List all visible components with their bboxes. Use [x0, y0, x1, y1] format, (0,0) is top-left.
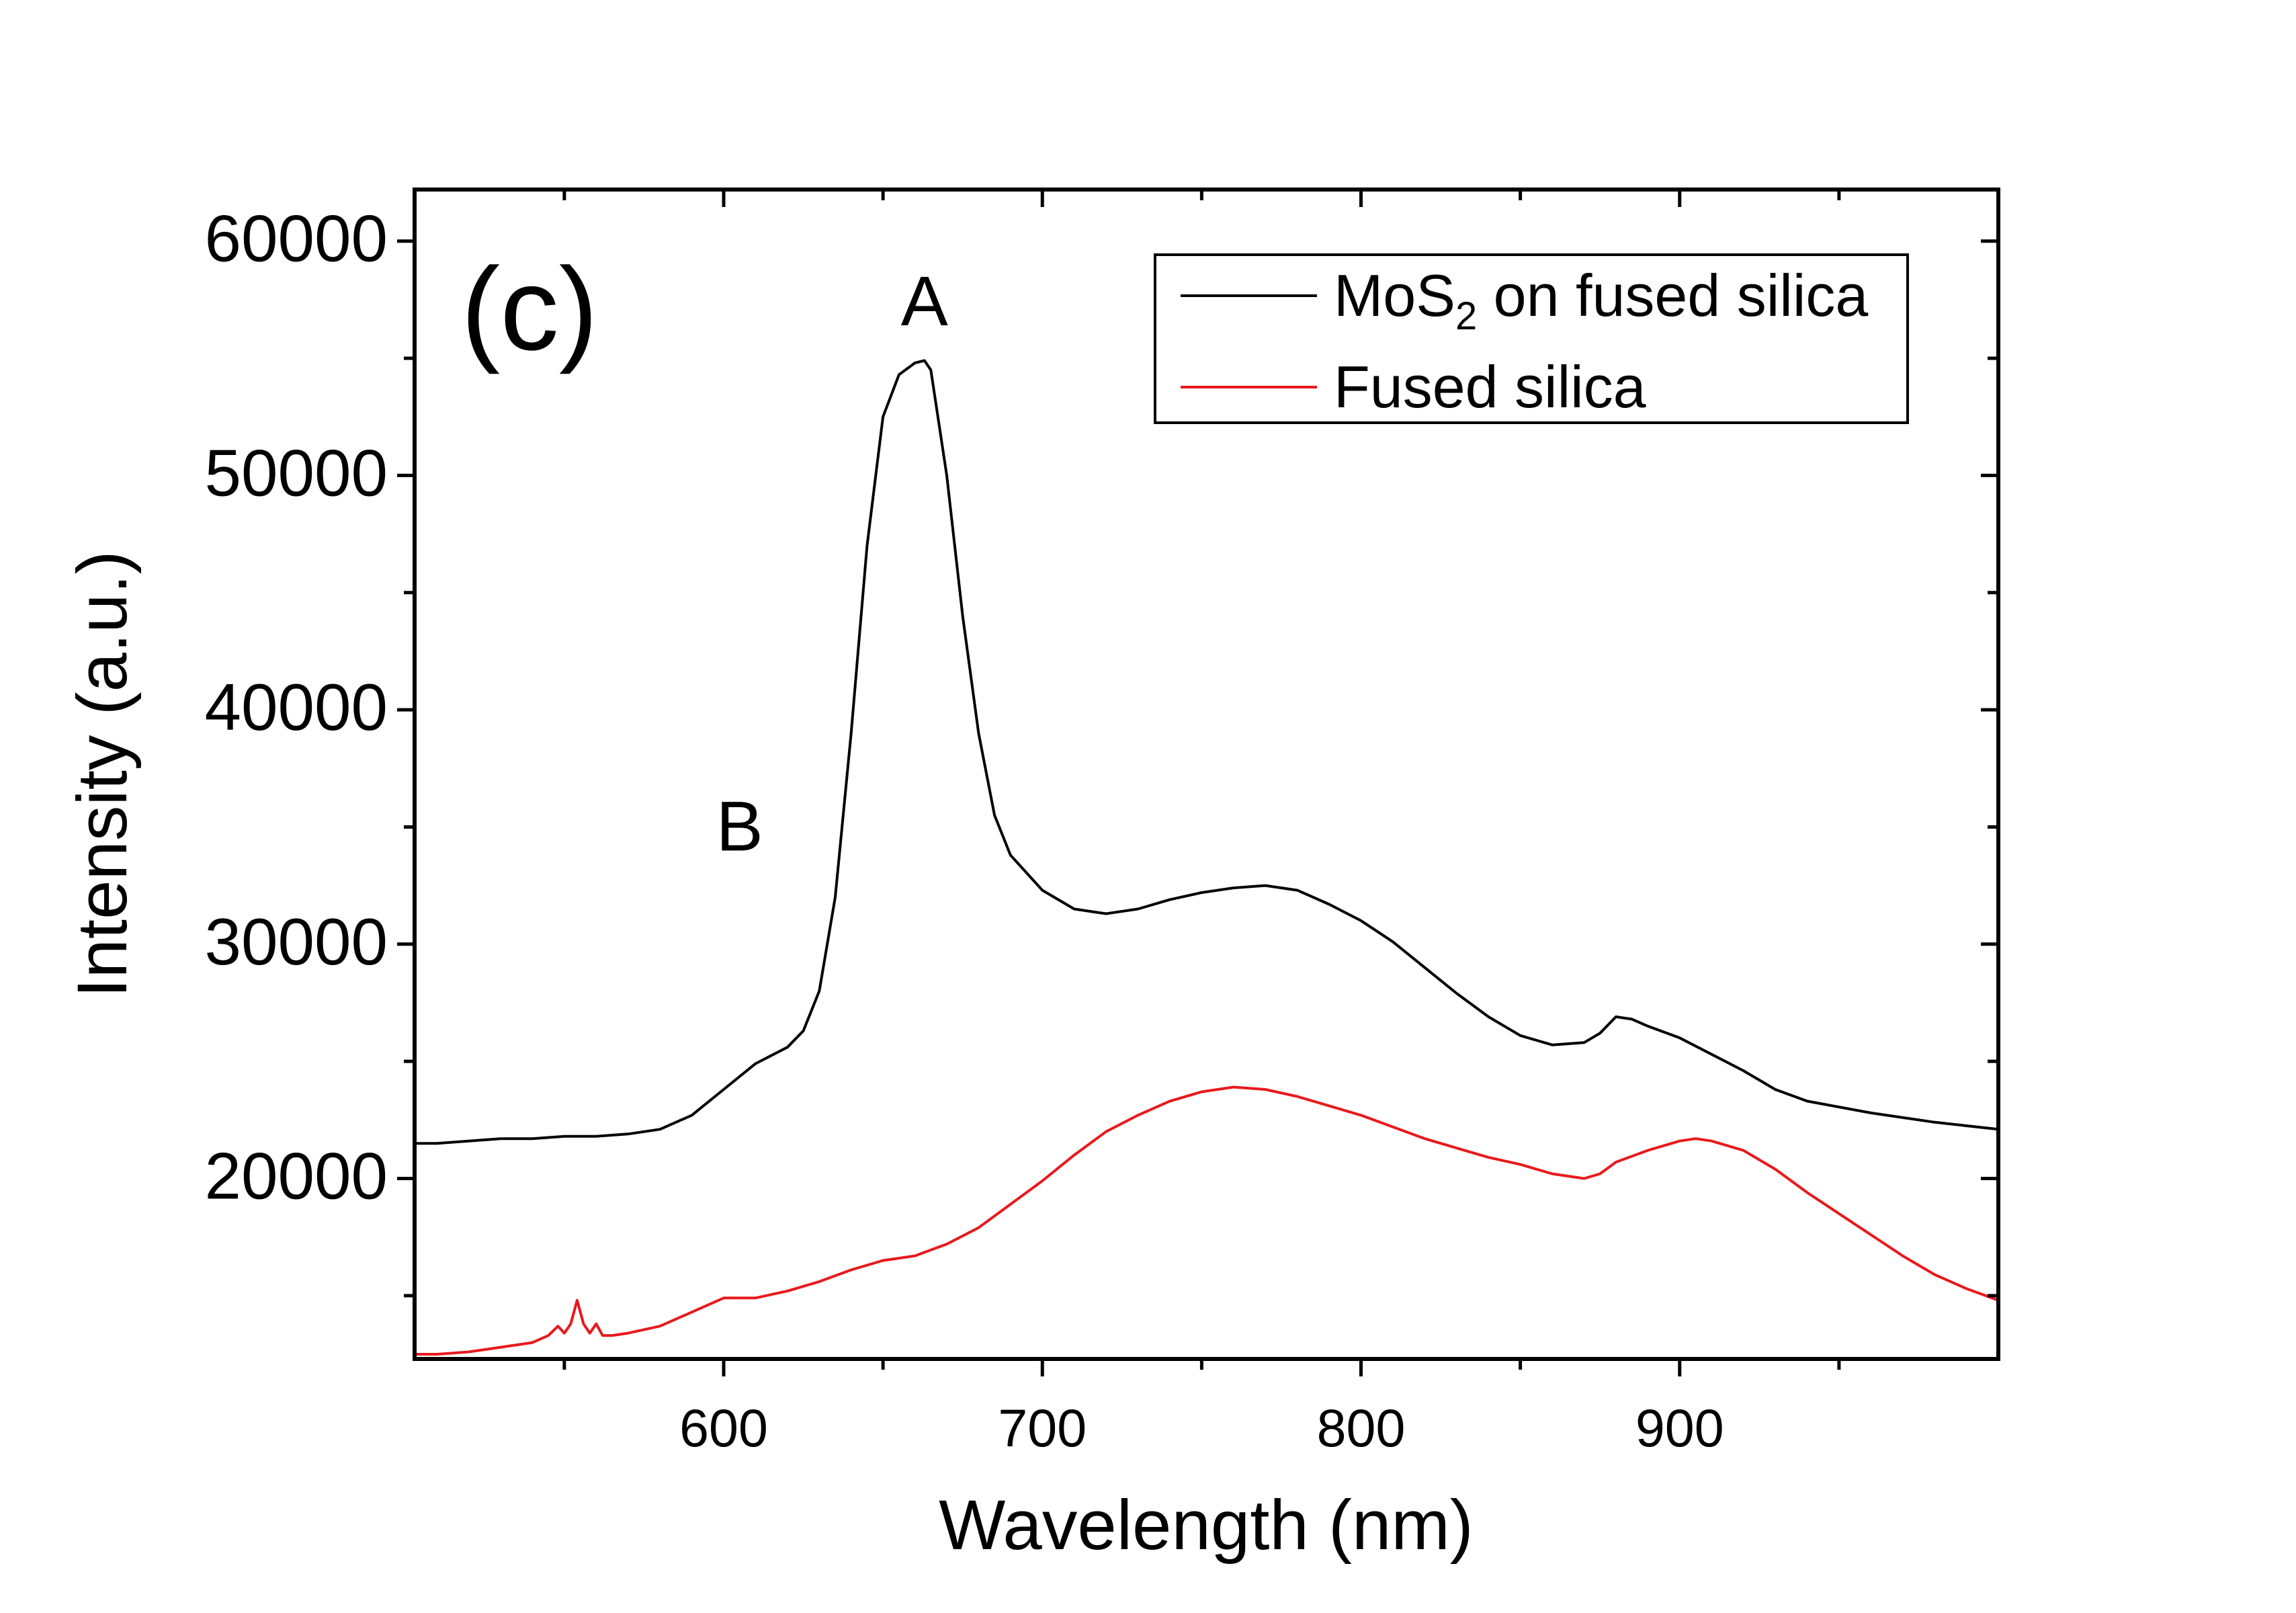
x-axis-title: Wavelength (nm) — [939, 1486, 1474, 1565]
peak-label-a: A — [901, 262, 948, 341]
series-line-mos2 — [413, 359, 2000, 1145]
legend-label-silica: Fused silica — [1334, 354, 1646, 420]
x-tick-label: 900 — [1635, 1398, 1724, 1458]
legend-label-mos2: MoS2 on fused silica — [1334, 262, 1868, 338]
y-tick-label: 60000 — [204, 202, 388, 276]
y-tick-label: 20000 — [204, 1139, 388, 1213]
peak-label-b: B — [716, 787, 763, 866]
series-line-fused-silica — [413, 1085, 2000, 1356]
legend-mos2-rest: on fused silica — [1477, 262, 1868, 329]
x-tick-label: 800 — [1317, 1398, 1406, 1458]
legend-mos2-main: MoS — [1334, 262, 1455, 329]
annotation-layer: AB — [716, 262, 948, 866]
y-tick-label: 50000 — [204, 436, 388, 509]
legend-box — [1154, 253, 1909, 424]
x-tick-label: 700 — [998, 1398, 1087, 1458]
tick-labels-layer: 600 700 800 900 20000 30000 40000 50000 60000 — [204, 202, 1724, 1458]
plot-frame — [413, 188, 2000, 1361]
x-tick-label: 600 — [679, 1398, 768, 1458]
y-axis-title: Intensity (a.u.) — [63, 550, 142, 997]
y-tick-label: 30000 — [204, 905, 388, 979]
series-layer — [413, 359, 2000, 1356]
y-tick-label: 40000 — [204, 670, 388, 744]
panel-label: (c) — [461, 244, 598, 375]
legend: MoS2 on fused silica Fused silica — [1154, 253, 1909, 424]
legend-mos2-sub: 2 — [1455, 294, 1477, 338]
